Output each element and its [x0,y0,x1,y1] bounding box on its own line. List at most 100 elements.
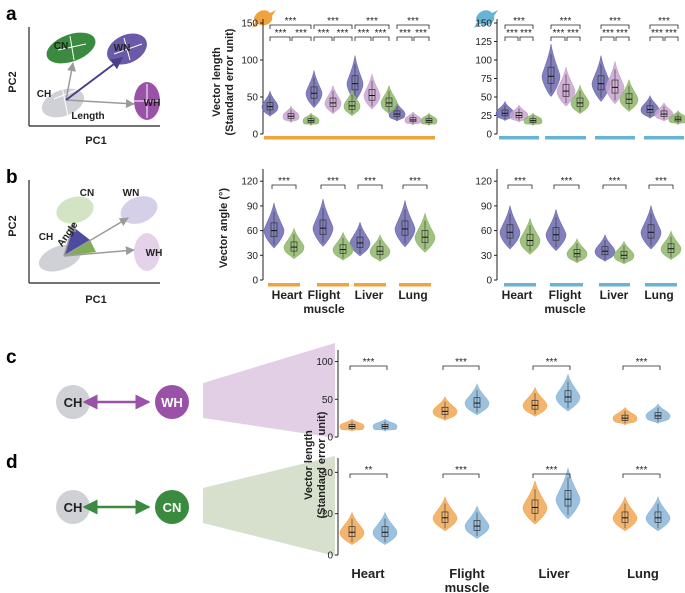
sig-label-outer: *** [407,16,419,27]
violin-box [473,397,481,408]
y-tick-label: 75 [481,74,493,85]
sig-bracket-right [615,36,630,41]
schematic-vector-length: PC2 PC1 CN WN CH WH Length [7,27,161,147]
schematic-ch-cn: CH CN [56,456,335,556]
sig-label: *** [455,357,467,368]
group-baseline-bar [545,136,586,140]
tissue-label-lung: Lung [644,288,673,302]
tissue-label-heart: Heart [351,566,385,581]
sig-bracket-outer [504,24,534,29]
violin-box [564,390,572,403]
cn-ellipse [45,31,97,65]
y-tick-label: 50 [322,395,334,406]
panel-letter-a: a [6,4,17,25]
sig-bracket [507,184,533,189]
tissue-label-liver: Liver [600,288,629,302]
sig-label: *** [636,357,648,368]
sig-bracket-right [413,36,430,41]
wn-label: WN [123,188,140,199]
violin-box [564,490,572,507]
y-tick-label: 25 [481,111,493,122]
sig-bracket-right [566,36,581,41]
y-tick-label: 0 [252,276,258,287]
sig-bracket [442,365,480,370]
group-baseline-bar [264,136,317,140]
sig-label: *** [364,176,376,187]
wh-label: WH [144,98,161,109]
group-baseline-bar [644,136,684,140]
sig-label-outer: *** [327,16,339,27]
sig-bracket-right [664,36,679,41]
violin-box [319,219,327,235]
pc1-label: PC1 [85,135,106,147]
violin-box [621,511,629,523]
tissue-labels-b-left: Heart Flight muscle Liver Lung [272,288,428,316]
violin-box [526,233,534,246]
violin-box [421,230,429,243]
y-tick-label: 40 [322,468,334,479]
sig-label-left: *** [553,28,565,39]
sig-bracket-outer [396,24,430,29]
wh-ellipse [134,233,160,271]
violin-box [441,511,449,523]
y-tick-label: 0 [327,433,333,444]
sig-bracket-left [354,36,372,41]
group-baseline-bar [499,136,539,140]
y-tick-label: 90 [247,201,259,212]
wh-node-label: WH [161,395,183,410]
sig-label-outer: *** [609,16,621,27]
group-baseline-bar [645,283,677,287]
violin-box [531,399,539,410]
sig-label-right: *** [616,28,628,39]
sig-label-outer: *** [658,16,670,27]
pc2-label: PC2 [7,71,19,92]
sig-bracket [320,184,346,189]
group-baseline-bar [268,283,300,287]
tissue-label-heart: Heart [272,288,303,302]
sig-bracket-outer [313,24,353,29]
violin-box [290,241,298,252]
sig-label: *** [363,357,375,368]
cn-node [155,490,189,524]
sig-bracket-left [504,36,519,41]
y-tick-label: 125 [475,37,492,48]
tissue-label-flight-2: muscle [445,580,490,593]
violin-box [576,97,584,108]
violin-box [562,83,570,97]
y-tick-label: 120 [475,177,492,188]
sig-label-left: *** [358,28,370,39]
cn-ellipse [56,196,94,224]
violin-box [376,246,384,256]
y-tick-label: 50 [247,93,259,104]
tissue-labels-b-right: Heart Flight muscle Liver Lung [502,288,674,316]
violin-box [385,97,393,108]
ch-label: CH [37,89,51,100]
violin-box [647,224,655,239]
tissue-label-flight-1: Flight [449,566,485,581]
chart-c: 0 50 100 *** *** *** *** [316,350,671,444]
y-title-a-line1: Vector length [211,47,223,117]
sig-bracket [271,184,297,189]
sig-bracket-left [396,36,413,41]
tissue-label-flight-2: muscle [303,302,345,316]
y-tick-label: 0 [486,276,492,287]
sig-label-right: *** [375,28,387,39]
sig-label: *** [655,176,667,187]
tissue-label-liver: Liver [538,566,569,581]
wh-node [155,385,189,419]
violin-box [356,236,364,248]
chart-b-left: 0 30 60 90 120 *** *** *** *** [241,169,436,287]
ch-node-label: CH [64,500,83,515]
y-tick-label: 50 [481,93,493,104]
sig-bracket-right [372,36,390,41]
sig-label-right: *** [415,28,427,39]
sig-label: *** [327,176,339,187]
y-title-cd-line2: (Standard error unit) [316,411,328,518]
y-tick-label: 150 [475,19,492,30]
panel-letter-c: c [6,347,17,368]
sig-label-outer: *** [560,16,572,27]
sig-bracket [553,184,580,189]
sig-label-left: *** [602,28,614,39]
